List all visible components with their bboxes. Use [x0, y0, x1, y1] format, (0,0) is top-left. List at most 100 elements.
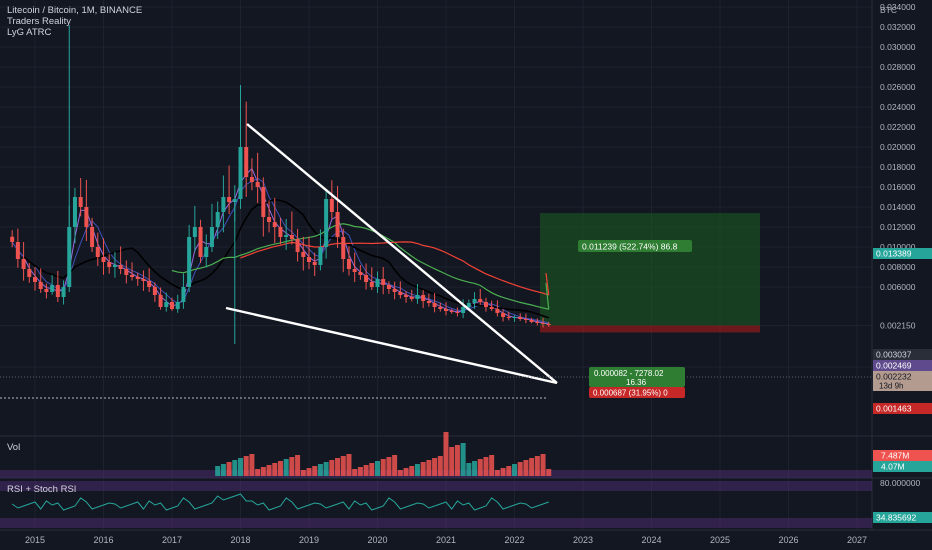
candle-body: [455, 312, 460, 313]
y-tick-label: 0.006000: [880, 282, 916, 292]
volume-bar: [460, 443, 466, 476]
rsi-badge: 34.835692: [873, 512, 932, 523]
indicator-label-traders-reality[interactable]: Traders Reality: [7, 16, 71, 27]
candle-body: [90, 227, 95, 247]
volume-bar: [306, 468, 312, 476]
ma-red-extension: [545, 272, 550, 296]
candle-body: [101, 257, 106, 262]
candle-body: [461, 307, 466, 313]
volume-bar: [386, 457, 392, 476]
volume-bar: [329, 460, 335, 476]
candle-body: [518, 317, 523, 319]
volume-bar: [529, 458, 535, 476]
volume-bar: [443, 432, 449, 476]
vol-pane-label[interactable]: Vol: [7, 442, 20, 453]
volume-bar: [238, 458, 243, 476]
candle-body: [289, 235, 294, 239]
candle-body: [541, 323, 546, 324]
candle-body: [267, 217, 272, 222]
candle-body: [10, 236, 15, 242]
candle-body: [478, 299, 483, 302]
loss-label[interactable]: 0.000687 (31.95%) 0: [589, 387, 685, 398]
rsi-pane-label[interactable]: RSI + Stoch RSI: [7, 484, 76, 495]
candle-body: [278, 227, 283, 237]
volume-bar: [369, 463, 375, 476]
x-tick-label: 2023: [573, 535, 593, 545]
candle-body: [95, 247, 100, 257]
volume-pane: [0, 432, 872, 478]
loss-zone: [540, 325, 760, 333]
volume-bar: [266, 465, 272, 476]
x-tick-label: 2026: [778, 535, 798, 545]
profit-label[interactable]: 0.011239 (522.74%) 86.8: [578, 240, 692, 252]
x-tick-label: 2017: [162, 535, 182, 545]
volume-bar: [454, 445, 460, 476]
volume-bar: [249, 454, 255, 476]
entry-label[interactable]: 0.000082 - 7278.02 16.36: [589, 367, 685, 387]
candle-body: [341, 237, 346, 259]
candle-body: [118, 265, 123, 269]
candle-body: [55, 285, 60, 297]
y-tick-label: 0.016000: [880, 182, 916, 192]
svg-text:0.000687 (31.95%) 0: 0.000687 (31.95%) 0: [593, 389, 668, 398]
candle-body: [27, 269, 32, 277]
svg-text:0.013389: 0.013389: [876, 249, 912, 259]
candle-body: [255, 182, 260, 187]
candle-body: [335, 212, 340, 237]
profit-zone: [540, 213, 760, 326]
candle-body: [227, 197, 232, 202]
volume-bar: [226, 462, 232, 476]
y-tick-label: 0.028000: [880, 62, 916, 72]
volume-bar: [277, 461, 283, 476]
y-tick-label: 0.008000: [880, 262, 916, 272]
falling-wedge[interactable]: [225, 123, 558, 385]
svg-text:0.003037: 0.003037: [876, 350, 912, 360]
candle-body: [221, 197, 226, 212]
volume-bar: [500, 468, 506, 476]
x-tick-label: 2024: [641, 535, 661, 545]
volume-bar: [489, 455, 495, 476]
candle-body: [61, 287, 66, 297]
price-axis[interactable]: 0.034000 0.032000 0.030000 0.028000 0.026000…: [880, 2, 919, 372]
volume-bar: [363, 465, 369, 476]
y-tick-label: 0.030000: [880, 42, 916, 52]
candle-body: [472, 299, 477, 303]
position-zones[interactable]: [540, 213, 760, 333]
candle-body: [33, 277, 37, 282]
svg-text:34.835692: 34.835692: [876, 513, 916, 523]
candle-body: [158, 295, 163, 307]
candle-body: [244, 147, 249, 177]
time-axis[interactable]: 2015 2016 2017 2018 2019 2020 2021 2022 2023 2024…: [25, 535, 867, 545]
candle-body: [444, 309, 448, 311]
volume-bar: [215, 466, 221, 476]
candle-body: [164, 302, 169, 307]
candle-body: [495, 309, 500, 313]
volume-bar: [466, 463, 472, 476]
volume-bar: [432, 458, 438, 476]
candle-body: [324, 199, 329, 247]
symbol-title[interactable]: Litecoin / Bitcoin, 1M, BINANCE: [7, 5, 142, 16]
candle-body: [284, 235, 289, 237]
candle-body: [438, 307, 443, 309]
volume-bar: [449, 447, 455, 476]
candle-body: [346, 259, 351, 269]
candle-body: [466, 303, 471, 307]
volume-bar: [512, 464, 517, 476]
rsi-upper-band: [0, 481, 872, 491]
candle-body: [369, 282, 374, 287]
volume-bar: [243, 456, 249, 476]
candle-body: [392, 289, 397, 292]
candle-body: [364, 275, 369, 282]
candle-body: [449, 311, 454, 312]
volume-bar: [397, 470, 403, 476]
y-tick-label: 0.014000: [880, 202, 916, 212]
candle-body: [84, 207, 89, 227]
candle-body: [512, 317, 517, 318]
y-tick-label: 0.022000: [880, 122, 916, 132]
candle-body: [386, 285, 391, 289]
indicator-label-lyg-atrc[interactable]: LyG ATRC: [7, 27, 51, 38]
candle-body: [72, 197, 77, 227]
y-tick-label: 0.012000: [880, 222, 916, 232]
